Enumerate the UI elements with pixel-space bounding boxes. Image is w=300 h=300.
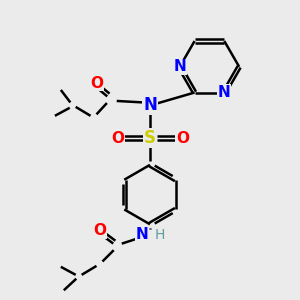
Text: N: N xyxy=(136,227,148,242)
Text: O: O xyxy=(93,223,106,238)
Text: O: O xyxy=(111,130,124,146)
Text: N: N xyxy=(143,96,157,114)
Text: N: N xyxy=(173,59,186,74)
Text: O: O xyxy=(90,76,103,91)
Text: N: N xyxy=(218,85,231,100)
Text: H: H xyxy=(154,228,165,242)
Text: S: S xyxy=(144,129,156,147)
Text: O: O xyxy=(176,130,189,146)
